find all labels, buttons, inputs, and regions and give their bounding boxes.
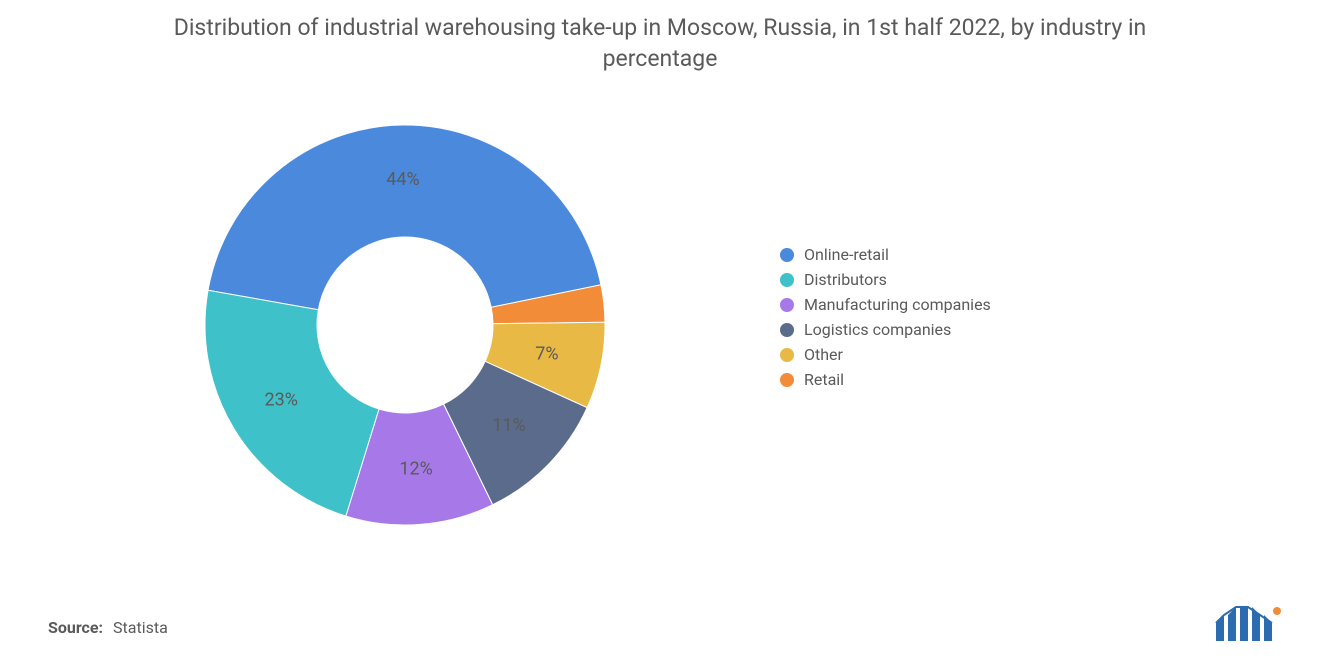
legend-item: Logistics companies	[780, 320, 991, 339]
legend-label: Manufacturing companies	[804, 295, 991, 314]
source-line: Source: Statista	[48, 618, 168, 637]
legend-swatch	[780, 248, 794, 262]
legend-swatch	[780, 298, 794, 312]
legend: Online-retail Distributors Manufacturing c…	[780, 245, 991, 395]
legend-label: Retail	[804, 370, 844, 389]
source-prefix: Source:	[48, 618, 103, 637]
legend-label: Other	[804, 345, 843, 364]
slice-label: 44%	[386, 169, 419, 190]
chart-title: Distribution of industrial warehousing t…	[0, 0, 1320, 74]
legend-label: Logistics companies	[804, 320, 951, 339]
legend-swatch	[780, 323, 794, 337]
legend-label: Online-retail	[804, 245, 889, 264]
legend-item: Retail	[780, 370, 991, 389]
legend-item: Distributors	[780, 270, 991, 289]
donut-svg: 44% 7% 11% 12% 23%	[180, 100, 630, 550]
brand-logo	[1214, 603, 1284, 643]
legend-swatch	[780, 373, 794, 387]
slice-label: 23%	[265, 389, 298, 410]
legend-swatch	[780, 348, 794, 362]
slice-label: 11%	[492, 415, 525, 436]
legend-item: Manufacturing companies	[780, 295, 991, 314]
donut-chart: 44% 7% 11% 12% 23%	[180, 100, 630, 550]
source-text: Statista	[113, 618, 168, 637]
legend-item: Other	[780, 345, 991, 364]
slice-label: 12%	[399, 458, 432, 479]
legend-swatch	[780, 273, 794, 287]
slice-label: 7%	[535, 343, 558, 364]
legend-label: Distributors	[804, 270, 887, 289]
legend-item: Online-retail	[780, 245, 991, 264]
donut-slice	[208, 125, 601, 310]
